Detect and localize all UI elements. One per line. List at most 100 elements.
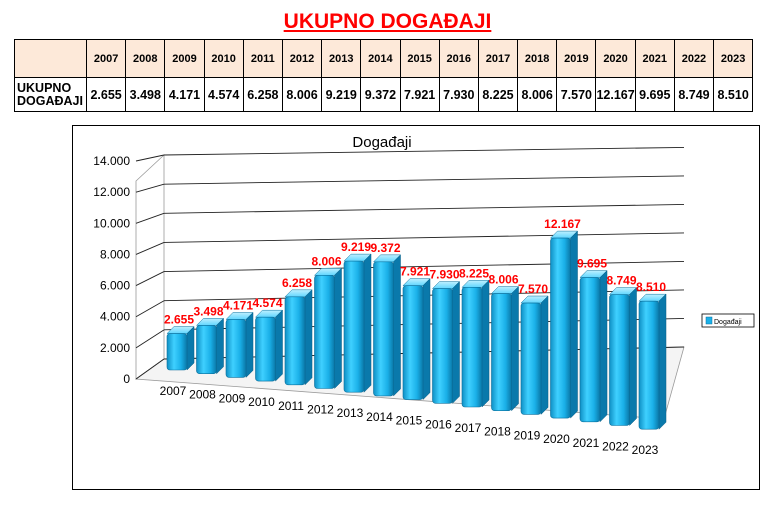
bar — [225, 319, 247, 378]
table-year-header: 2022 — [673, 39, 715, 78]
data-label: 7.570 — [518, 282, 548, 296]
table-year-header: 2008 — [125, 39, 166, 78]
gridline — [163, 203, 685, 214]
gridline-side — [135, 271, 165, 286]
x-tick-label: 2008 — [189, 388, 216, 402]
data-label: 9.695 — [577, 257, 607, 271]
bar — [314, 275, 335, 389]
bar-side — [599, 269, 608, 423]
bar-side — [511, 285, 519, 412]
bar — [343, 260, 365, 393]
bar — [255, 316, 276, 382]
bar-side — [304, 289, 313, 386]
y-tick-label: 2.000 — [100, 341, 130, 355]
data-label: 8.006 — [311, 254, 341, 268]
gridline-side — [135, 329, 165, 349]
data-label: 2.655 — [164, 313, 194, 327]
bar-side — [334, 267, 342, 390]
bar-side — [540, 295, 549, 416]
x-tick-label: 2021 — [573, 436, 600, 450]
data-label: 3.498 — [193, 304, 223, 318]
table-value-cell: 6.258 — [242, 77, 283, 112]
legend-swatch — [705, 316, 713, 325]
table-row-label: UKUPNO DOGAĐAJI — [14, 77, 87, 112]
table-year-header: 2023 — [713, 39, 754, 78]
events-bar-chart: Događaji 0 2.000 4.000 6.000 8.000 10.000 12.00… — [93, 134, 755, 457]
x-tick-label: 2020 — [543, 432, 570, 446]
bar-side — [275, 309, 283, 382]
year-header-row: 2007 2008 2009 2010 2011 2012 2013 2014 2015 2016… — [14, 39, 754, 78]
x-tick-label: 2010 — [248, 395, 275, 409]
table-value-cell: 4.574 — [203, 77, 244, 112]
x-tick-label: 2018 — [484, 425, 511, 439]
table-year-header: 2018 — [517, 39, 558, 78]
table-value-cell: 4.171 — [164, 77, 205, 112]
table-value-cell: 8.510 — [713, 77, 754, 112]
table-corner-cell — [14, 39, 87, 78]
y-tick-label: 8.000 — [100, 247, 130, 261]
data-label: 6.258 — [282, 276, 312, 290]
x-tick-label: 2015 — [396, 414, 423, 428]
bar — [402, 285, 424, 400]
y-tick-label: 14.000 — [93, 154, 130, 168]
table-year-header: 2017 — [477, 39, 519, 78]
table-value-cell: 7.930 — [438, 77, 479, 112]
table-year-header: 2020 — [595, 39, 636, 78]
gridline-side — [135, 212, 165, 224]
bar — [491, 293, 512, 411]
legend-label: Događaji — [714, 319, 742, 326]
table-year-header: 2013 — [321, 39, 362, 78]
data-label: 8.006 — [488, 273, 518, 287]
data-label: 4.574 — [252, 296, 282, 310]
table-value-cell: 9.372 — [360, 77, 401, 112]
data-label: 9.219 — [341, 240, 371, 254]
bar-side — [481, 279, 490, 408]
data-label: 8.510 — [636, 280, 666, 294]
gridline — [163, 146, 685, 156]
data-label: 4.171 — [223, 298, 253, 312]
values-row: UKUPNO DOGAĐAJI 2.655 3.498 4.171 4.574 6.258… — [14, 77, 754, 112]
bar — [196, 325, 217, 374]
gridline-side — [135, 183, 165, 193]
x-tick-label: 2019 — [514, 428, 541, 442]
bar — [166, 333, 188, 371]
table-value-cell: 12.167 — [595, 77, 636, 112]
bar — [461, 287, 483, 408]
y-tick-label: 6.000 — [100, 279, 130, 293]
table-value-cell: 8.006 — [281, 77, 323, 112]
bar-side — [186, 325, 195, 371]
bar — [284, 296, 306, 386]
data-label: 8.225 — [459, 266, 489, 280]
table-value-cell: 8.225 — [477, 77, 519, 112]
page-title: UKUPNO DOGAĐAJI — [283, 10, 492, 33]
y-tick-label: 4.000 — [100, 310, 130, 324]
y-tick-label: 0 — [123, 372, 130, 386]
bar — [609, 294, 630, 426]
bar-side — [422, 278, 431, 401]
table-year-header: 2021 — [634, 39, 675, 78]
bar-side — [245, 311, 254, 379]
x-tick-label: 2009 — [219, 391, 246, 405]
y-tick-label: 10.000 — [93, 216, 130, 230]
gridline-side — [135, 358, 165, 380]
table-year-header: 2007 — [85, 39, 127, 78]
table-value-cell: 9.219 — [321, 77, 362, 112]
x-tick-label: 2011 — [278, 399, 304, 413]
gridline-side — [135, 242, 165, 255]
bar — [579, 277, 601, 423]
table-year-header: 2015 — [399, 39, 440, 78]
x-tick-label: 2023 — [632, 443, 659, 457]
table-year-header: 2009 — [164, 39, 205, 78]
table-value-cell: 3.498 — [125, 77, 166, 112]
x-tick-label: 2022 — [602, 440, 629, 454]
x-tick-label: 2014 — [366, 410, 393, 424]
bar-side — [629, 287, 637, 427]
bar — [432, 288, 453, 404]
gridline — [163, 261, 685, 273]
table-value-cell: 8.006 — [517, 77, 558, 112]
table-year-header: 2019 — [556, 39, 597, 78]
x-tick-label: 2007 — [160, 384, 187, 398]
bar — [520, 302, 542, 415]
table-year-header: 2011 — [242, 39, 283, 78]
table-value-cell: 7.570 — [556, 77, 597, 112]
